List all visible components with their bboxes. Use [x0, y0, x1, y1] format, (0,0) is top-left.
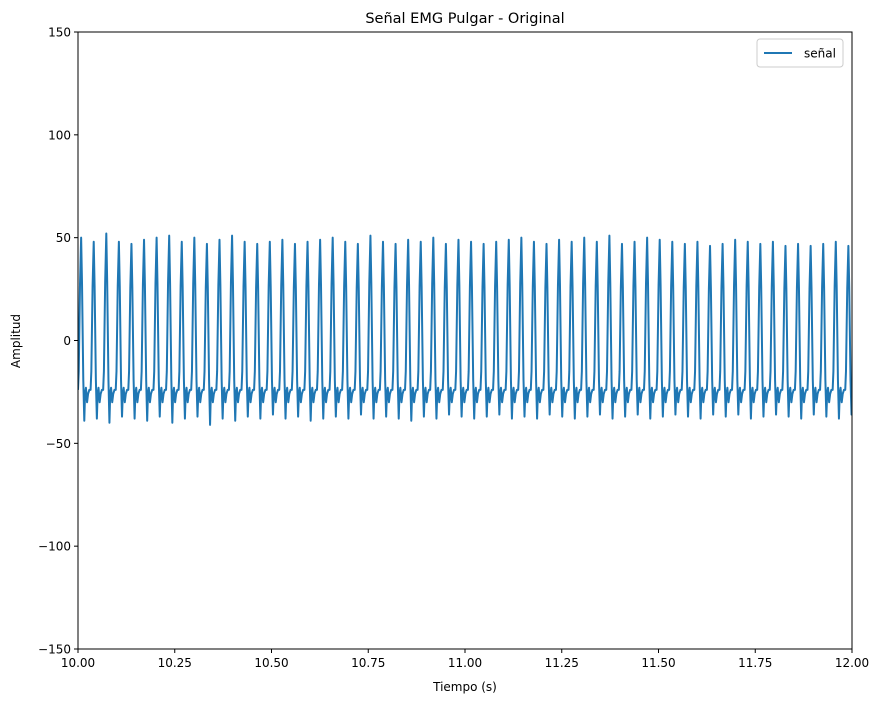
axes: 10.00 10.25 10.50 10.75 11.00 11.25 11.50 11.75… [38, 26, 869, 671]
y-tick-label: 150 [48, 26, 71, 40]
series-line-senal [78, 232, 852, 426]
x-tick-label: 11.75 [738, 656, 772, 670]
legend: señal [756, 38, 844, 68]
x-tick-label: 10.00 [61, 656, 95, 670]
y-tick-label: 50 [56, 231, 71, 245]
x-tick-label: 12.00 [835, 656, 869, 670]
x-tick-label: 11.25 [545, 656, 579, 670]
x-tick-label: 10.25 [158, 656, 192, 670]
plot-area [78, 232, 852, 426]
y-axis-label: Amplitud [9, 314, 23, 368]
x-tick-label: 11.50 [641, 656, 675, 670]
y-tick-label: 0 [63, 334, 71, 348]
x-tick-label: 10.75 [351, 656, 385, 670]
chart-title: Señal EMG Pulgar - Original [365, 11, 564, 27]
y-tick-label: −150 [38, 643, 71, 657]
y-tick-label: −100 [38, 540, 71, 554]
legend-frame [756, 38, 844, 68]
legend-label-senal: señal [804, 47, 836, 61]
y-tick-label: 100 [48, 128, 71, 142]
y-tick-label: −50 [46, 437, 71, 451]
x-tick-label: 11.00 [448, 656, 482, 670]
x-tick-label: 10.50 [254, 656, 288, 670]
x-axis-label: Tiempo (s) [432, 680, 497, 694]
